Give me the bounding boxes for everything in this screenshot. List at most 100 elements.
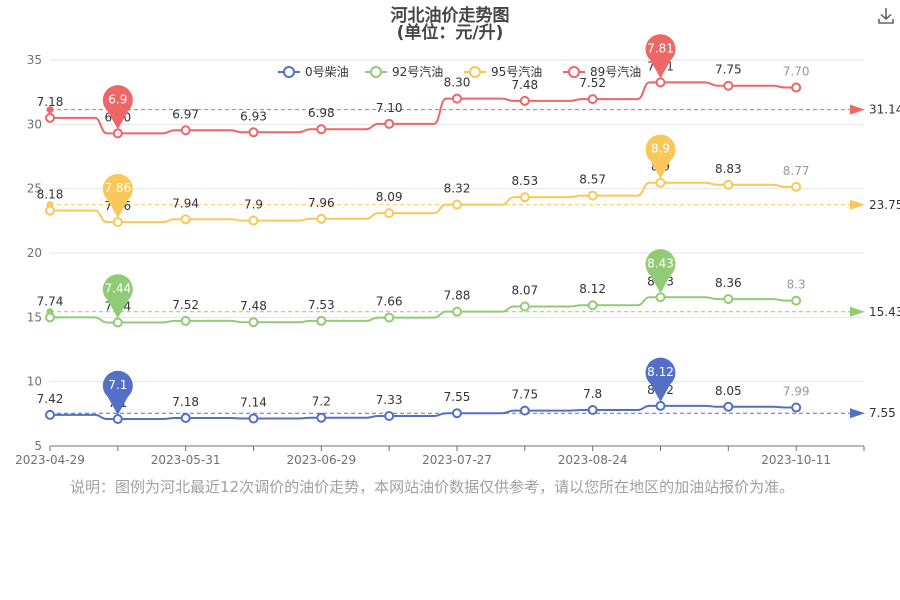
data-label: 8.05 <box>715 384 742 398</box>
legend-item[interactable]: 95号汽油 <box>464 64 542 79</box>
data-label: 7.18 <box>172 395 199 409</box>
data-point <box>723 80 734 91</box>
data-label: 7.96 <box>308 196 335 210</box>
download-icon[interactable] <box>876 6 896 26</box>
average-lines: 7.55 15.43 23.75 31.14 <box>46 103 900 420</box>
data-point <box>112 217 123 228</box>
data-label: 6.97 <box>172 107 199 121</box>
data-point <box>791 82 802 93</box>
data-label: 7.88 <box>444 289 471 303</box>
chart-subtitle: (单位：元/升) <box>397 22 504 43</box>
data-label: 6.93 <box>240 109 267 123</box>
data-point <box>791 402 802 413</box>
data-point <box>519 301 530 312</box>
average-label: 23.75 <box>869 198 900 212</box>
data-point <box>519 95 530 106</box>
data-label: 8.30 <box>444 76 471 90</box>
data-label: 7.2 <box>312 395 331 409</box>
data-label: 8.12 <box>579 282 606 296</box>
y-tick-label: 20 <box>27 246 42 260</box>
data-label: 7.52 <box>579 76 606 90</box>
pin-label: 7.1 <box>108 378 127 392</box>
min-max-pin: 7.86 <box>102 173 133 219</box>
data-label: 8.53 <box>511 174 538 188</box>
data-point <box>45 205 55 216</box>
average-arrow <box>850 104 865 115</box>
chart-title: 河北油价走势图 <box>391 5 510 26</box>
y-tick-label: 25 <box>27 182 42 196</box>
data-point <box>316 213 327 224</box>
data-point <box>384 118 395 129</box>
legend-item[interactable]: 92号汽油 <box>365 64 443 79</box>
pin-label: 7.86 <box>104 181 131 195</box>
data-label: 8.83 <box>715 162 742 176</box>
pin-shape <box>645 34 676 79</box>
pin-shape <box>102 173 133 219</box>
data-label: 8.3 <box>787 278 806 292</box>
data-label: 8.18 <box>37 188 64 202</box>
data-label: 8.32 <box>444 182 471 196</box>
series-group: 7.42 7.1 7.18 7.14 7.2 7.33 7.55 7.75 7.8 8.12 8.0… <box>37 59 810 424</box>
pin-shape <box>102 370 133 415</box>
data-label: 7.75 <box>511 388 538 402</box>
average-label: 15.43 <box>869 305 900 319</box>
min-max-pin: 8.43 <box>645 249 676 294</box>
data-label: 7.8 <box>583 387 602 401</box>
legend-item[interactable]: 89号汽油 <box>563 64 641 79</box>
data-point <box>587 404 598 415</box>
data-label: 7.18 <box>37 95 64 109</box>
data-label: 7.48 <box>511 78 538 92</box>
data-label: 7.33 <box>376 393 403 407</box>
y-tick-label: 15 <box>27 310 42 324</box>
data-point <box>791 181 802 192</box>
data-point <box>316 124 327 135</box>
legend-marker <box>568 66 580 78</box>
y-tick-label: 10 <box>27 375 42 389</box>
min-max-pin: 7.44 <box>102 274 133 319</box>
legend[interactable]: 0号柴油 92号汽油 95号汽油 89号汽油 <box>278 64 641 79</box>
data-point <box>655 77 666 88</box>
data-label: 7.74 <box>37 294 64 308</box>
data-label: 7.99 <box>783 385 810 399</box>
x-tick-label: 2023-08-24 <box>558 453 628 467</box>
data-label: 7.48 <box>240 299 267 313</box>
data-point <box>248 127 259 138</box>
data-point <box>452 306 462 317</box>
data-point <box>112 128 123 139</box>
min-max-pin: 6.9 <box>102 85 133 130</box>
average-arrow <box>850 199 865 210</box>
pin-label: 8.9 <box>651 142 670 156</box>
legend-item[interactable]: 0号柴油 <box>278 65 349 79</box>
x-tick-label: 2023-10-11 <box>761 453 831 467</box>
data-point <box>452 93 462 104</box>
chart-note: 说明：图例为河北最近12次调价的油价走势，本网站油价数据仅供参考，请以您所在地区… <box>70 478 795 496</box>
pin-shape <box>102 274 133 319</box>
average-arrow <box>850 408 865 419</box>
min-max-pin: 7.81 <box>645 34 676 79</box>
data-point <box>316 412 327 423</box>
data-label: 8.07 <box>511 284 538 298</box>
x-tick-label: 2023-05-31 <box>151 453 221 467</box>
pin-shape <box>645 134 676 179</box>
min-max-pin: 7.1 <box>102 370 133 415</box>
data-point <box>180 412 191 423</box>
pin-shape <box>645 249 676 294</box>
data-label: 8.36 <box>715 276 742 290</box>
data-point <box>316 315 327 326</box>
x-tick-label: 2023-06-29 <box>286 453 356 467</box>
pin-shape <box>102 85 133 130</box>
series-line <box>50 181 797 224</box>
data-point <box>180 315 191 326</box>
series-line <box>50 404 797 420</box>
min-max-markers: 7.1 8.12 7.44 8.43 7.86 8.9 6.9 7.81 <box>102 34 676 415</box>
pin-label: 6.9 <box>108 92 127 106</box>
data-label: 7.53 <box>308 298 335 312</box>
data-label: 7.75 <box>715 63 742 77</box>
data-label: 8.09 <box>376 190 403 204</box>
data-label: 7.10 <box>376 101 403 115</box>
y-tick-label: 5 <box>34 439 42 453</box>
data-point <box>655 400 666 411</box>
data-point <box>384 411 395 422</box>
legend-label: 89号汽油 <box>590 64 641 79</box>
